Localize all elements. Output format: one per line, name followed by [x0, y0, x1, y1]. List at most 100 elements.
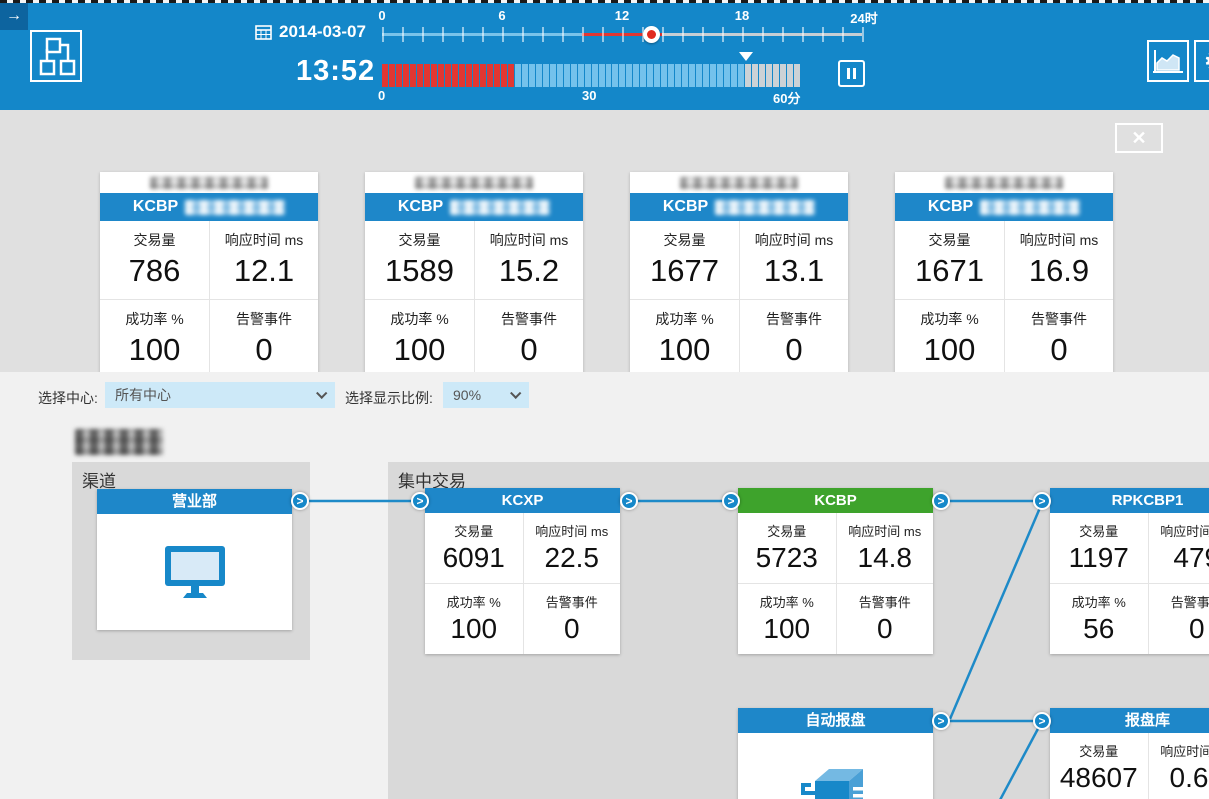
redacted-text [150, 176, 268, 189]
hour-tick-label: 18 [734, 8, 750, 23]
flow-arrow-icon[interactable] [411, 492, 429, 510]
close-button[interactable]: ✕ [1115, 123, 1163, 153]
metric-value: 15.2 [498, 253, 560, 288]
server-box-icon [800, 769, 865, 799]
metric-label: 响应时间 ms [1160, 524, 1209, 539]
metric-label: 交易量 [663, 232, 706, 248]
metric-label: 告警事件 [501, 311, 557, 327]
minute-tick-label: 30 [582, 88, 597, 103]
node-title[interactable]: 报盘库 [1050, 708, 1209, 733]
node-title[interactable]: KCXP [425, 488, 620, 513]
kcbp-card[interactable]: KCBP 交易量 1671 响应时间 ms 16.9 成功率 % 100 告警事件 0 [895, 172, 1113, 378]
node-title[interactable]: 营业部 [97, 489, 292, 514]
node-kcbp[interactable]: KCBP 交易量 5723 响应时间 ms 14.8 成功率 % 100 告警事件 0 [738, 488, 933, 654]
pause-button[interactable] [838, 60, 865, 87]
hour-tick-label: 12 [614, 8, 630, 23]
metric-label: 告警事件 [236, 311, 292, 327]
close-icon: ✕ [1131, 128, 1147, 148]
monitor-icon [164, 546, 225, 598]
metric-label: 告警事件 [1170, 595, 1209, 610]
metric-value: 22.5 [544, 542, 600, 573]
settings-button[interactable]: ⚙ [1194, 40, 1209, 82]
node-title[interactable]: 自动报盘 [738, 708, 933, 733]
metric-label: 响应时间 ms [1019, 232, 1099, 248]
node-yingyebu[interactable]: 营业部 [97, 489, 292, 630]
metric-value: 0 [1188, 613, 1205, 644]
metric-label: 成功率 % [125, 311, 184, 327]
area-chart-icon [1153, 50, 1183, 73]
metric-value: 100 [393, 332, 446, 367]
node-rpkcbp1[interactable]: RPKCBP1 交易量 1197 响应时间 ms 479 成功率 % 56 告警事件 0 [1050, 488, 1209, 654]
chart-view-button[interactable] [1147, 40, 1189, 82]
metric-label: 交易量 [133, 232, 176, 248]
node-kcxp[interactable]: KCXP 交易量 6091 响应时间 ms 22.5 成功率 % 100 告警事件 0 [425, 488, 620, 654]
metric-value: 48607 [1059, 762, 1138, 793]
node-title[interactable]: KCBP [738, 488, 933, 513]
metric-value: 100 [450, 613, 498, 644]
ratio-select[interactable]: 90% [443, 382, 529, 408]
calendar-icon [255, 25, 272, 40]
minute-pointer-icon[interactable] [739, 52, 753, 61]
topology-view-button[interactable] [30, 30, 82, 82]
metric-label: 告警事件 [1031, 311, 1087, 327]
metric-label: 告警事件 [545, 595, 598, 610]
flow-arrow-icon[interactable] [932, 492, 950, 510]
metric-label: 成功率 % [390, 311, 449, 327]
chevron-down-icon [510, 387, 522, 399]
ratio-filter-label: 选择显示比例: [345, 390, 433, 406]
redacted-text [75, 429, 163, 455]
metric-label: 成功率 % [920, 311, 979, 327]
metric-value: 13.1 [763, 253, 825, 288]
hour-slider-handle[interactable] [643, 26, 660, 43]
channel-panel-title: 渠道 [82, 472, 116, 491]
metric-value: 56 [1083, 613, 1115, 644]
flow-arrow-icon[interactable] [1033, 712, 1051, 730]
redacted-text [415, 176, 533, 189]
gear-icon: ⚙ [1203, 46, 1209, 76]
minute-tick-label: 60分 [773, 91, 801, 106]
redacted-text [715, 199, 816, 215]
flow-arrow-icon[interactable] [291, 492, 309, 510]
hour-timeline[interactable]: 0 6 12 18 24时 [378, 8, 878, 56]
metric-label: 成功率 % [1071, 595, 1126, 610]
collapse-arrow-button[interactable]: → [0, 2, 28, 30]
flow-arrow-icon[interactable] [932, 712, 950, 730]
hour-tick-label: 0 [378, 8, 386, 23]
flow-arrow-icon[interactable] [620, 492, 638, 510]
card-title: KCBP [132, 198, 179, 215]
redacted-text [185, 199, 286, 215]
hour-tick-label: 24时 [850, 11, 878, 26]
redacted-text [980, 199, 1081, 215]
kcbp-card[interactable]: KCBP 交易量 1677 响应时间 ms 13.1 成功率 % 100 告警事件 0 [630, 172, 848, 378]
flow-arrow-icon[interactable] [1033, 492, 1051, 510]
metric-label: 交易量 [928, 232, 971, 248]
card-title: KCBP [662, 198, 709, 215]
kcbp-card[interactable]: KCBP 交易量 786 响应时间 ms 12.1 成功率 % 100 告警事件 0 [100, 172, 318, 378]
node-title[interactable]: RPKCBP1 [1050, 488, 1209, 513]
node-quotedb[interactable]: 报盘库 交易量 48607 响应时间 ms 0.67 [1050, 708, 1209, 799]
metric-label: 响应时间 ms [489, 232, 569, 248]
metric-label: 响应时间 ms [754, 232, 834, 248]
center-select[interactable]: 所有中心 [105, 382, 335, 408]
kcbp-card[interactable]: KCBP 交易量 1589 响应时间 ms 15.2 成功率 % 100 告警事件 0 [365, 172, 583, 378]
minute-tick-label: 0 [378, 88, 386, 103]
chevron-down-icon [316, 387, 328, 399]
metric-value: 0 [255, 332, 273, 367]
node-autoquote[interactable]: 自动报盘 [738, 708, 933, 799]
top-dashed-border [0, 0, 1209, 3]
minute-bar[interactable] [382, 64, 801, 87]
metric-label: 成功率 % [446, 595, 501, 610]
metric-value: 0 [785, 332, 803, 367]
date-picker[interactable]: 2014-03-07 [255, 22, 366, 42]
metric-value: 5723 [755, 542, 818, 573]
metric-value: 0 [520, 332, 538, 367]
metric-value: 0 [876, 613, 893, 644]
metric-value: 1671 [915, 253, 984, 288]
flow-arrow-icon[interactable] [722, 492, 740, 510]
metric-value: 100 [658, 332, 711, 367]
metric-value: 0 [1050, 332, 1068, 367]
current-time: 13:52 [296, 55, 376, 87]
redacted-text [680, 176, 798, 189]
metric-label: 交易量 [1079, 744, 1119, 759]
metric-value: 100 [763, 613, 811, 644]
